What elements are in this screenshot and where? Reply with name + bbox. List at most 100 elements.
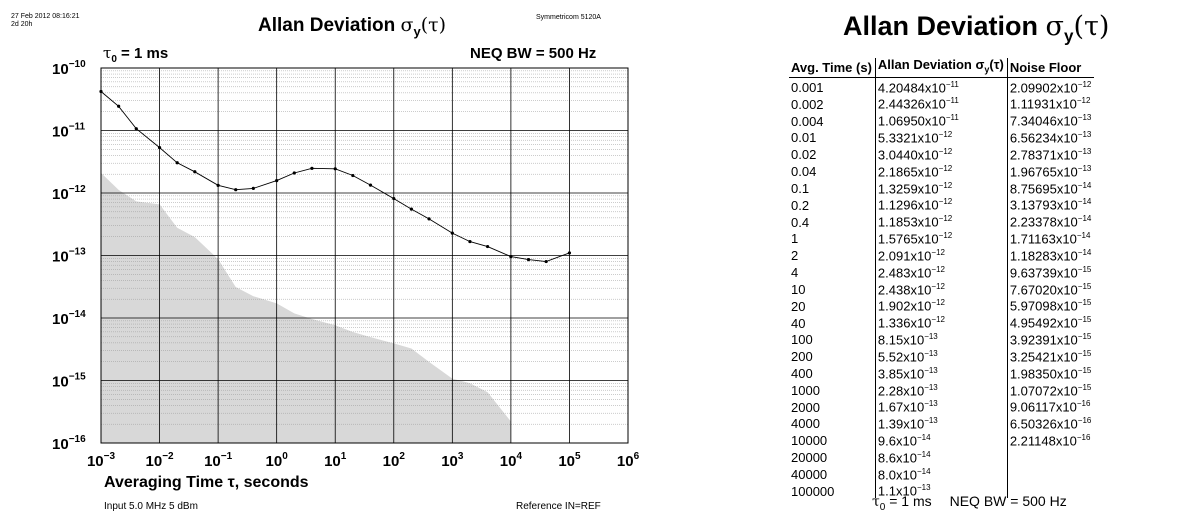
noise-floor-cell: 3.13793x10−14 <box>1009 197 1092 213</box>
table-row: 20000 8.6x10−14 <box>789 447 1094 465</box>
x-tick-label: 102 <box>383 451 406 470</box>
allan-deviation-chart: 10−3 10−2 10−1 100 101 102 103 104 105 106 10−10 10… <box>52 59 640 470</box>
noise-floor-cell: 9.06117x10−16 <box>1009 399 1091 415</box>
avg-time-cell: 200 <box>789 346 876 364</box>
avg-time-cell: 0.04 <box>789 161 876 179</box>
table-row: 40 1.336x10−12 4.95492x10−15 <box>789 313 1094 331</box>
col-allan-dev-sub: y <box>984 64 990 75</box>
table-title-text: Allan Deviation <box>843 11 1046 41</box>
allan-dev-cell: 2.438x10−12 <box>875 279 1008 297</box>
table-footer-tau: τ <box>872 494 880 510</box>
table-row: 0.2 1.1296x10−12 3.13793x10−14 <box>789 195 1094 213</box>
table-row: 0.04 2.1865x10−12 1.96765x10−13 <box>789 161 1094 180</box>
y-tick-label: 10−15 <box>52 372 86 391</box>
noise-floor-cell: 2.78371x10−13 <box>1009 146 1092 163</box>
avg-time-cell: 0.002 <box>789 94 876 112</box>
table-title-paren: (τ) <box>1073 11 1110 42</box>
table-row: 1000 2.28x10−13 1.07072x10−15 <box>789 380 1094 398</box>
noise-floor-cell: 1.96765x10−13 <box>1009 163 1092 180</box>
tau0-value: = 1 ms <box>116 45 169 62</box>
table-footer-value: = 1 ms <box>885 493 932 509</box>
table-row: 0.004 1.06950x10−11 7.34046x10−13 <box>789 111 1094 129</box>
allan-deviation-point <box>450 231 454 235</box>
allan-deviation-point <box>117 104 121 108</box>
tau0-label: τ0 = 1 ms <box>103 44 168 65</box>
noise-floor-cell: 2.21148x10−16 <box>1009 432 1091 449</box>
plot-title-paren: (τ) <box>420 14 447 36</box>
table-row: 20 1.902x10−12 5.97098x10−15 <box>789 296 1094 314</box>
noise-floor-cell: 2.09902x10−12 <box>1009 79 1092 95</box>
noise-floor-cell <box>1007 465 1094 482</box>
noise-floor-cell: 1.11931x10−12 <box>1009 96 1091 112</box>
table-row: 100000 1.1x10−13 <box>789 481 1094 499</box>
instrument-name: Symmetricom 5120A <box>536 14 601 21</box>
table-row: 40000 8.0x10−14 <box>789 464 1094 482</box>
y-tick-label: 10−16 <box>52 434 86 453</box>
allan-deviation-point <box>392 196 396 201</box>
timestamp: 27 Feb 2012 08:16:21 <box>11 13 80 20</box>
table-row: 4 2.483x10−12 9.63739x10−15 <box>789 262 1094 280</box>
avg-time-cell: 2000 <box>789 397 876 415</box>
table-header-row: Avg. Time (s) Allan Deviation σy(τ) Nois… <box>789 57 1095 78</box>
allan-deviation-point <box>216 183 220 187</box>
x-axis-title: Averaging Time τ, seconds <box>104 474 309 491</box>
avg-time-cell: 0.004 <box>789 111 876 129</box>
allan-dev-cell: 5.3321x10−12 <box>875 128 1008 145</box>
allan-dev-cell: 1.336x10−12 <box>875 313 1008 331</box>
noise-floor-cell: 7.67020x10−15 <box>1009 281 1092 297</box>
allan-deviation-point <box>310 166 314 170</box>
avg-time-cell: 0.4 <box>789 212 876 230</box>
allan-deviation-point <box>251 186 255 190</box>
x-tick-label: 105 <box>558 451 581 470</box>
allan-dev-cell: 2.28x10−13 <box>875 380 1008 398</box>
allan-dev-cell: 8.15x10−13 <box>875 330 1008 347</box>
noise-floor-cell: 8.75695x10−14 <box>1009 180 1092 196</box>
y-tick-label: 10−12 <box>52 184 86 203</box>
allan-dev-cell: 9.6x10−14 <box>875 430 1008 448</box>
noise-floor-cell: 4.95492x10−15 <box>1009 315 1092 331</box>
allan-deviation-point <box>509 255 513 259</box>
allan-dev-cell: 1.5765x10−12 <box>875 229 1008 246</box>
avg-time-cell: 400 <box>789 363 876 381</box>
table-row: 0.1 1.3259x10−12 8.75695x10−14 <box>789 178 1094 196</box>
x-tick-label: 106 <box>617 451 640 470</box>
noise-floor-cell: 6.50326x10−16 <box>1009 416 1092 432</box>
allan-dev-cell: 1.902x10−12 <box>875 296 1008 314</box>
tau0-symbol: τ <box>103 44 112 62</box>
allan-dev-cell: 1.1x10−13 <box>875 481 1008 499</box>
allan-dev-cell: 1.3259x10−12 <box>875 178 1008 196</box>
allan-dev-cell: 1.67x10−13 <box>875 397 1008 415</box>
x-tick-label: 100 <box>266 451 289 470</box>
plot-title-sigma: σ <box>400 14 414 36</box>
avg-time-cell: 0.01 <box>789 128 876 145</box>
noise-floor-cell: 1.71163x10−14 <box>1009 231 1091 247</box>
table-footer-sub: 0 <box>879 501 886 513</box>
table-row: 100 8.15x10−13 3.92391x10−15 <box>789 330 1094 347</box>
reference-info: Reference IN=REF <box>516 501 601 512</box>
y-tick-label: 10−13 <box>52 247 86 266</box>
allan-deviation-point <box>409 207 414 211</box>
uptime: 2d 20h <box>11 21 33 28</box>
x-tick-label: 10−1 <box>204 451 233 470</box>
y-tick-label: 10−10 <box>52 59 86 78</box>
avg-time-cell: 4 <box>789 262 876 280</box>
avg-time-cell: 0.1 <box>789 178 876 196</box>
avg-time-cell: 40000 <box>789 464 876 482</box>
col-noise-floor-header: Noise Floor <box>1007 58 1095 78</box>
allan-dev-cell: 2.44326x10−11 <box>875 94 1008 112</box>
allan-dev-cell: 4.20484x10−11 <box>875 77 1008 95</box>
allan-deviation-point <box>427 217 431 221</box>
allan-dev-cell: 1.1296x10−12 <box>875 195 1008 213</box>
table-row: 4000 1.39x10−13 6.50326x10−16 <box>789 414 1094 431</box>
allan-deviation-point <box>544 259 548 264</box>
tau0-sub: 0 <box>111 54 117 65</box>
noise-floor-cell <box>1007 448 1094 465</box>
table-title-sub: y <box>1063 26 1074 46</box>
table-title-sigma: σ <box>1045 11 1064 42</box>
plot-title-text: Allan Deviation <box>258 15 401 36</box>
allan-deviation-point <box>368 183 373 187</box>
avg-time-cell: 1 <box>789 229 876 246</box>
allan-deviation-point <box>567 251 572 255</box>
table-row: 2000 1.67x10−13 9.06117x10−16 <box>789 397 1094 415</box>
col-allan-dev-text: Allan Deviation σ <box>877 57 985 72</box>
